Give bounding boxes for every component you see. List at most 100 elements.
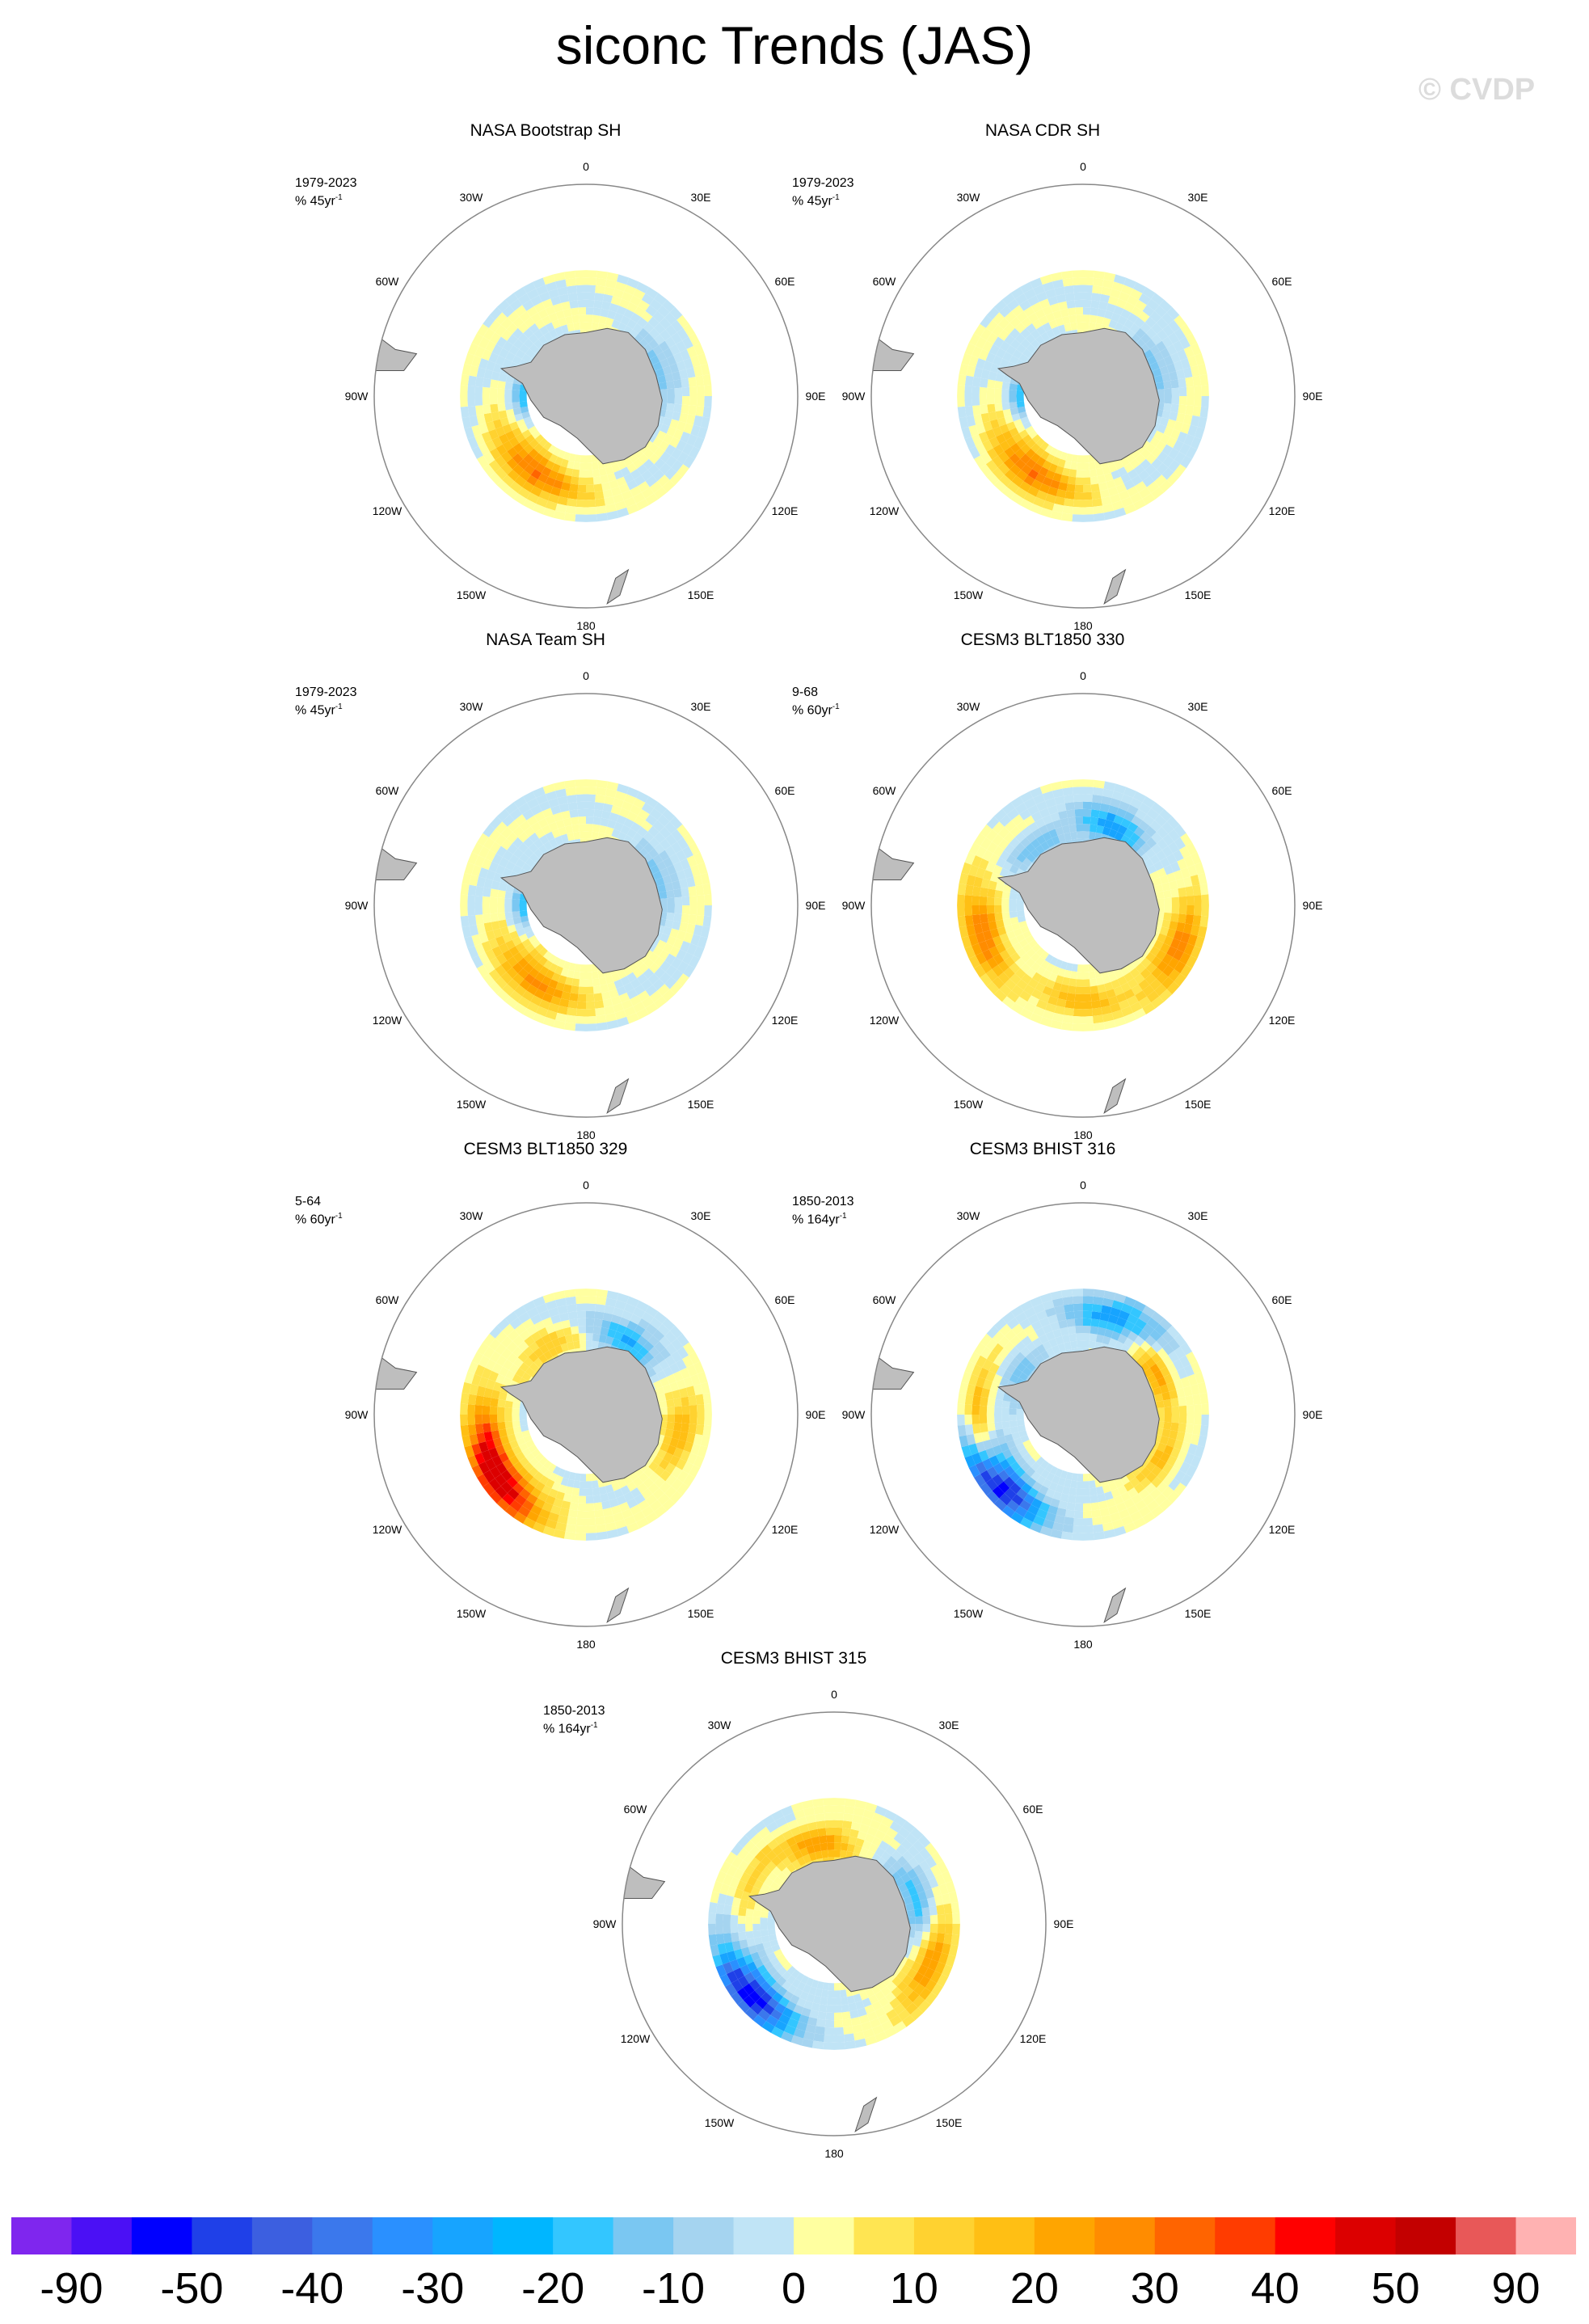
trend-cell	[1046, 1472, 1056, 1483]
trend-cell	[681, 1405, 690, 1415]
trend-cell	[578, 1326, 586, 1334]
trend-cell	[592, 469, 601, 478]
trend-cell	[632, 458, 643, 470]
trend-cell	[1025, 333, 1036, 344]
trend-cell	[497, 889, 506, 899]
trend-cell	[560, 1477, 569, 1487]
trend-cell	[811, 1979, 819, 1989]
trend-cell	[593, 1318, 603, 1327]
trend-cell	[488, 938, 499, 950]
trend-cell	[648, 962, 660, 974]
trend-cell	[471, 355, 482, 368]
trend-cell	[475, 405, 484, 415]
trend-cell	[577, 993, 586, 1002]
trend-cell	[1009, 407, 1019, 415]
trend-cell	[638, 1472, 649, 1483]
trend-cell	[462, 1381, 472, 1394]
new-zealand-landmass	[606, 1587, 630, 1623]
trend-cell	[1035, 490, 1048, 501]
trend-cell	[1072, 514, 1083, 522]
trend-cell	[1048, 319, 1058, 329]
trend-cell	[881, 2020, 894, 2031]
trend-cell	[1071, 1473, 1078, 1482]
trend-cell	[586, 1318, 595, 1326]
trend-cell	[875, 2007, 887, 2018]
trend-cell	[966, 1433, 976, 1445]
trend-cell	[598, 467, 608, 477]
trend-cell	[460, 905, 468, 917]
trend-cell	[518, 424, 529, 433]
trend-cell	[1031, 1481, 1043, 1492]
trend-cell	[548, 1512, 559, 1522]
trend-cell	[576, 1510, 586, 1519]
trend-cell	[1046, 453, 1056, 464]
trend-cell	[1052, 1328, 1062, 1339]
trend-cell	[964, 884, 974, 896]
trend-cell	[491, 853, 503, 865]
trend-cell	[674, 1415, 683, 1424]
trend-cell	[834, 1990, 841, 1998]
trend-cell	[536, 285, 548, 296]
trend-cell	[622, 1475, 633, 1486]
trend-cell	[660, 838, 672, 850]
trend-cell	[1140, 322, 1152, 334]
trend-cell	[1174, 1333, 1186, 1347]
trend-cell	[1036, 457, 1047, 467]
trend-cell	[817, 2011, 827, 2020]
trend-cell	[996, 857, 1006, 868]
trend-cell	[972, 914, 981, 925]
trend-cell	[731, 1905, 740, 1916]
trend-cell	[1022, 943, 1032, 953]
trend-cell	[508, 1363, 520, 1374]
trend-cell	[790, 1843, 800, 1854]
trend-cell	[772, 1992, 783, 2003]
trend-cell	[1147, 1373, 1157, 1384]
panel-title: CESM3 BHIST 315	[720, 1649, 867, 1668]
trend-cell	[811, 2040, 824, 2050]
trend-cell	[993, 989, 1007, 1002]
trend-cell	[999, 424, 1009, 434]
trend-cell	[555, 472, 565, 483]
trend-cell	[849, 2010, 859, 2019]
trend-cell	[1009, 1373, 1019, 1384]
trend-cell	[523, 453, 534, 465]
trend-cell	[1171, 396, 1180, 405]
trend-cell	[704, 1415, 712, 1426]
trend-cell	[702, 915, 712, 928]
trend-cell	[959, 363, 969, 376]
trend-cell	[530, 995, 542, 1006]
trend-cell	[1012, 432, 1022, 443]
trend-cell	[595, 795, 605, 803]
trend-cell	[553, 1019, 566, 1030]
trend-cell	[1090, 985, 1099, 994]
trend-cell	[602, 293, 613, 303]
trend-cell	[1145, 453, 1157, 465]
trend-cell	[841, 1828, 851, 1837]
trend-cell	[524, 317, 535, 328]
trend-cell	[495, 324, 507, 337]
trend-cell	[1157, 329, 1169, 341]
trend-cell	[712, 1880, 723, 1893]
trend-cell	[460, 385, 468, 396]
trend-cell	[609, 302, 619, 313]
trend-cell	[765, 1849, 778, 1862]
trend-cell	[1157, 358, 1167, 369]
trend-cell	[1001, 487, 1015, 500]
trend-cell	[744, 1883, 754, 1894]
trend-cell	[633, 289, 646, 300]
trend-cell	[1161, 1355, 1174, 1367]
trend-cell	[841, 2004, 850, 2013]
trend-cell	[1129, 323, 1140, 334]
trend-cell	[697, 1404, 705, 1415]
trend-cell	[1001, 891, 1010, 899]
trend-cell	[550, 487, 562, 496]
trend-cell	[530, 312, 542, 323]
trend-cell	[993, 808, 1007, 822]
trend-cell	[1028, 939, 1038, 948]
trend-cell	[648, 339, 660, 350]
trend-cell	[853, 2031, 865, 2041]
trend-cell	[793, 1833, 804, 1844]
trend-cell	[976, 443, 987, 456]
trend-cell	[1020, 1356, 1031, 1368]
trend-cell	[523, 1346, 534, 1357]
